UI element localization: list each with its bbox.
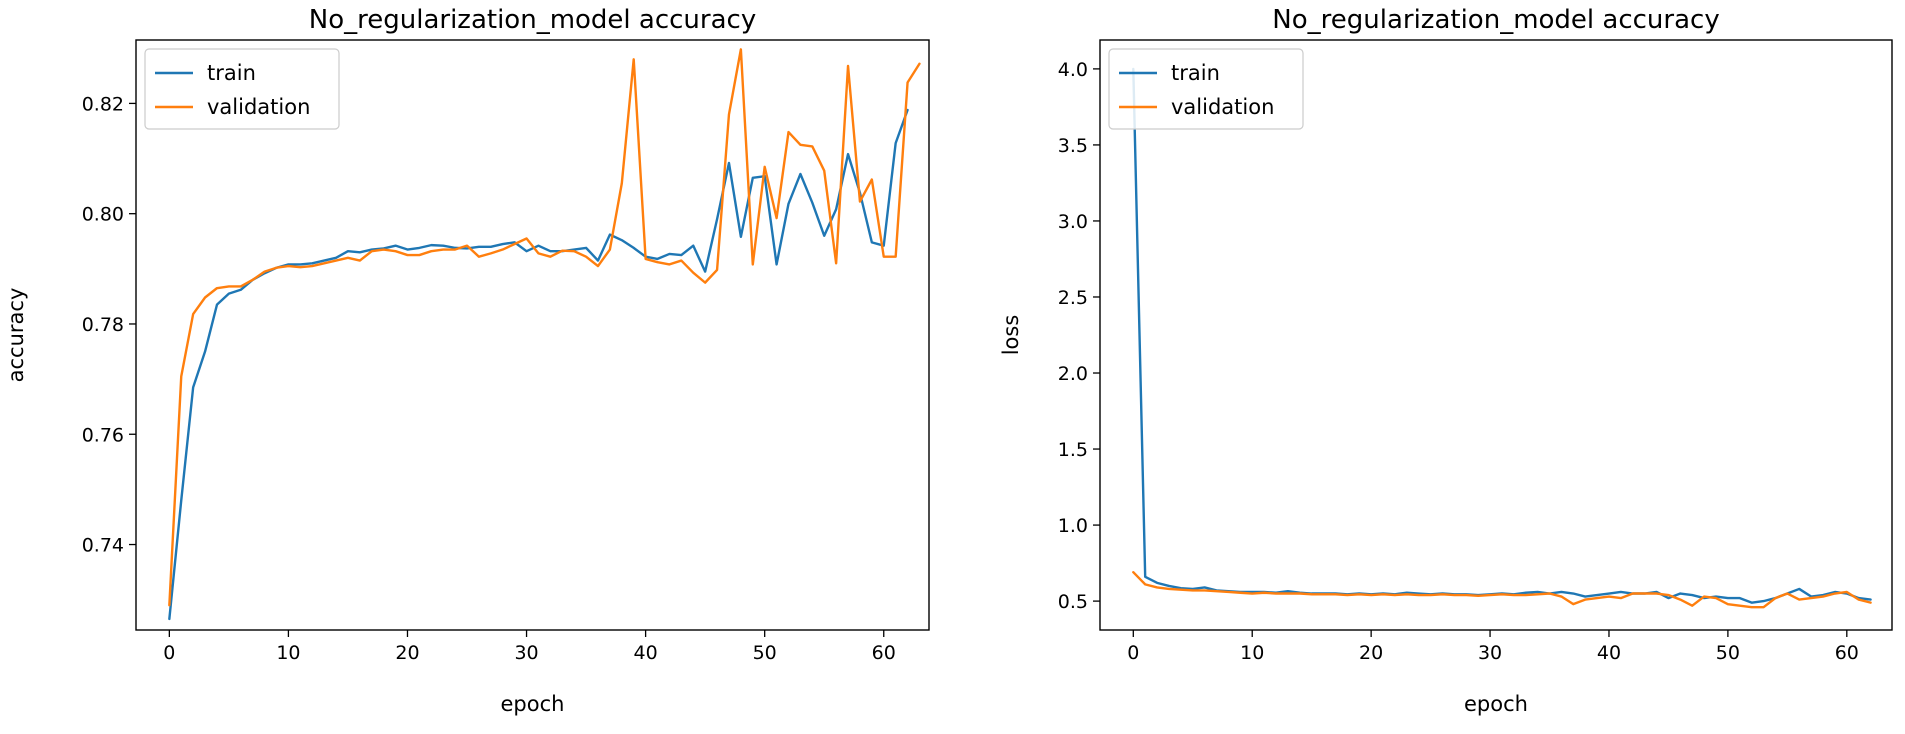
chart1-series-train-line: [168, 108, 909, 621]
chart1-axes-frame: [135, 39, 930, 631]
chart2-x-tick-label: 20: [1359, 642, 1383, 664]
chart2-y-tick-label: 2.0: [1058, 363, 1088, 385]
chart1-y-tick-label: 0.80: [82, 204, 124, 226]
chart2-x-tick-label: 50: [1716, 642, 1740, 664]
chart2-y-tick-label: 3.5: [1058, 135, 1088, 157]
chart1-x-tick-label: 0: [163, 642, 175, 664]
chart2-panel: No_regularization_model accuracy 0 10 20 30 4…: [999, 5, 1893, 716]
chart2-y-tick-label: 1.0: [1058, 515, 1088, 537]
chart2-x-axis-label: epoch: [1464, 692, 1528, 716]
chart2-plot-area: [1100, 40, 1892, 630]
chart2-axes-frame: [1099, 39, 1893, 631]
chart1-y-tick-label: 0.76: [82, 424, 124, 446]
chart2-series-validation-line: [1132, 571, 1872, 609]
chart2-y-tick-label: 0.5: [1058, 591, 1088, 613]
chart2-y-tick-label: 4.0: [1058, 59, 1088, 81]
chart2-y-tick-label: 1.5: [1058, 439, 1088, 461]
chart2-x-tick-label: 10: [1240, 642, 1264, 664]
chart1-y-tick-label: 0.82: [82, 93, 124, 115]
chart1-legend: train validation: [144, 48, 340, 130]
chart1-x-tick-label: 20: [395, 642, 419, 664]
chart1-x-tick-label: 60: [872, 642, 896, 664]
chart2-y-tick-label: 2.5: [1058, 287, 1088, 309]
chart2-x-tick-label: 40: [1597, 642, 1621, 664]
chart2-legend-box: [1108, 48, 1304, 130]
chart1-series-validation-line: [168, 48, 921, 607]
chart2-title: No_regularization_model accuracy: [1272, 5, 1719, 35]
chart1-y-tick-label: 0.74: [82, 535, 124, 557]
chart2-x-tick-label: 0: [1127, 642, 1139, 664]
chart2-legend-label-train: train: [1171, 61, 1220, 85]
chart1-x-tick-label: 10: [276, 642, 300, 664]
chart1-y-axis-label: accuracy: [4, 288, 28, 383]
chart2-y-axis-label: loss: [999, 315, 1023, 356]
chart2-y-tick-label: 3.0: [1058, 211, 1088, 233]
chart2-x-tick-label: 30: [1478, 642, 1502, 664]
chart1-x-axis-label: epoch: [501, 692, 565, 716]
chart1-y-tick-label: 0.78: [82, 314, 124, 336]
chart1-legend-label-validation: validation: [207, 95, 310, 119]
chart1-panel: No_regularization_model accuracy 0 10 20 30 4…: [4, 5, 930, 716]
chart1-x-tick-label: 50: [753, 642, 777, 664]
chart2-legend-label-validation: validation: [1171, 95, 1274, 119]
chart1-legend-box: [144, 48, 340, 130]
chart1-x-tick-label: 40: [634, 642, 658, 664]
chart2-legend: train validation: [1108, 48, 1304, 130]
chart1-plot-area: [136, 40, 929, 630]
chart1-title: No_regularization_model accuracy: [309, 5, 756, 35]
chart1-legend-label-train: train: [207, 61, 256, 85]
chart1-x-tick-label: 30: [514, 642, 538, 664]
chart2-x-tick-label: 60: [1835, 642, 1859, 664]
